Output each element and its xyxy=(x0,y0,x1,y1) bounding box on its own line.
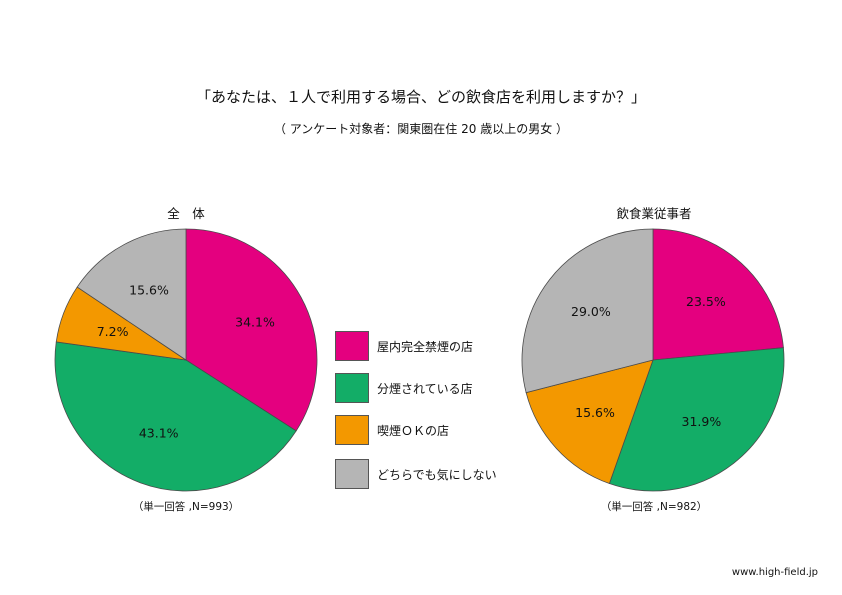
pie-title-food-service: 飲食業従事者 xyxy=(616,206,692,221)
pie-0-slice-separated xyxy=(54,341,297,492)
pie-1-label-separated: 31.9% xyxy=(682,414,722,429)
chart-title: 「あなたは、１人で利用する場合、どの飲食店を利用しますか？」 xyxy=(195,88,646,106)
pie-title-overall: 全 体 xyxy=(167,206,205,221)
legend-label: 喫煙ＯＫの店 xyxy=(377,423,450,438)
pie-0-label-separated: 43.1% xyxy=(139,426,179,441)
legend-item-dont-care: どちらでも気にしない xyxy=(335,459,497,489)
legend-swatch xyxy=(335,459,369,489)
legend-item-separated: 分煙されている店 xyxy=(335,373,473,403)
pie-1-slice-separated xyxy=(608,347,785,492)
pie-0-label-nonsmoking: 34.1% xyxy=(235,314,275,329)
pie-0-label-smoking-ok: 7.2% xyxy=(97,324,129,339)
legend-item-nonsmoking: 屋内完全禁煙の店 xyxy=(335,331,473,361)
legend-label: 屋内完全禁煙の店 xyxy=(377,339,474,354)
legend-swatch xyxy=(335,331,369,361)
sample-note-overall: （単一回答 ,N=993） xyxy=(132,501,240,513)
legend-label: どちらでも気にしない xyxy=(377,467,497,482)
chart-subtitle: （ アンケート対象者：関東圏在住 20 歳以上の男女 ） xyxy=(273,122,569,136)
pie-1-label-smoking-ok: 15.6% xyxy=(575,405,615,420)
pie-1-slice-dont-care xyxy=(521,228,654,394)
legend-swatch xyxy=(335,373,369,403)
pie-0-slice-nonsmoking xyxy=(185,228,318,432)
pie-1-slice-smoking-ok xyxy=(525,359,654,485)
pie-1-label-dont-care: 29.0% xyxy=(571,304,611,319)
legend-item-smoking-ok: 喫煙ＯＫの店 xyxy=(335,415,449,445)
pie-0-label-dont-care: 15.6% xyxy=(129,283,169,298)
pie-1-label-nonsmoking: 23.5% xyxy=(686,294,726,309)
site-url: www.high-field.jp xyxy=(731,567,818,578)
legend-label: 分煙されている店 xyxy=(377,381,473,396)
pie-0-slice-dont-care xyxy=(76,228,187,361)
legend-swatch xyxy=(335,415,369,445)
pie-1-slice-nonsmoking xyxy=(652,228,784,361)
sample-note-food-service: （単一回答 ,N=982） xyxy=(600,501,708,513)
